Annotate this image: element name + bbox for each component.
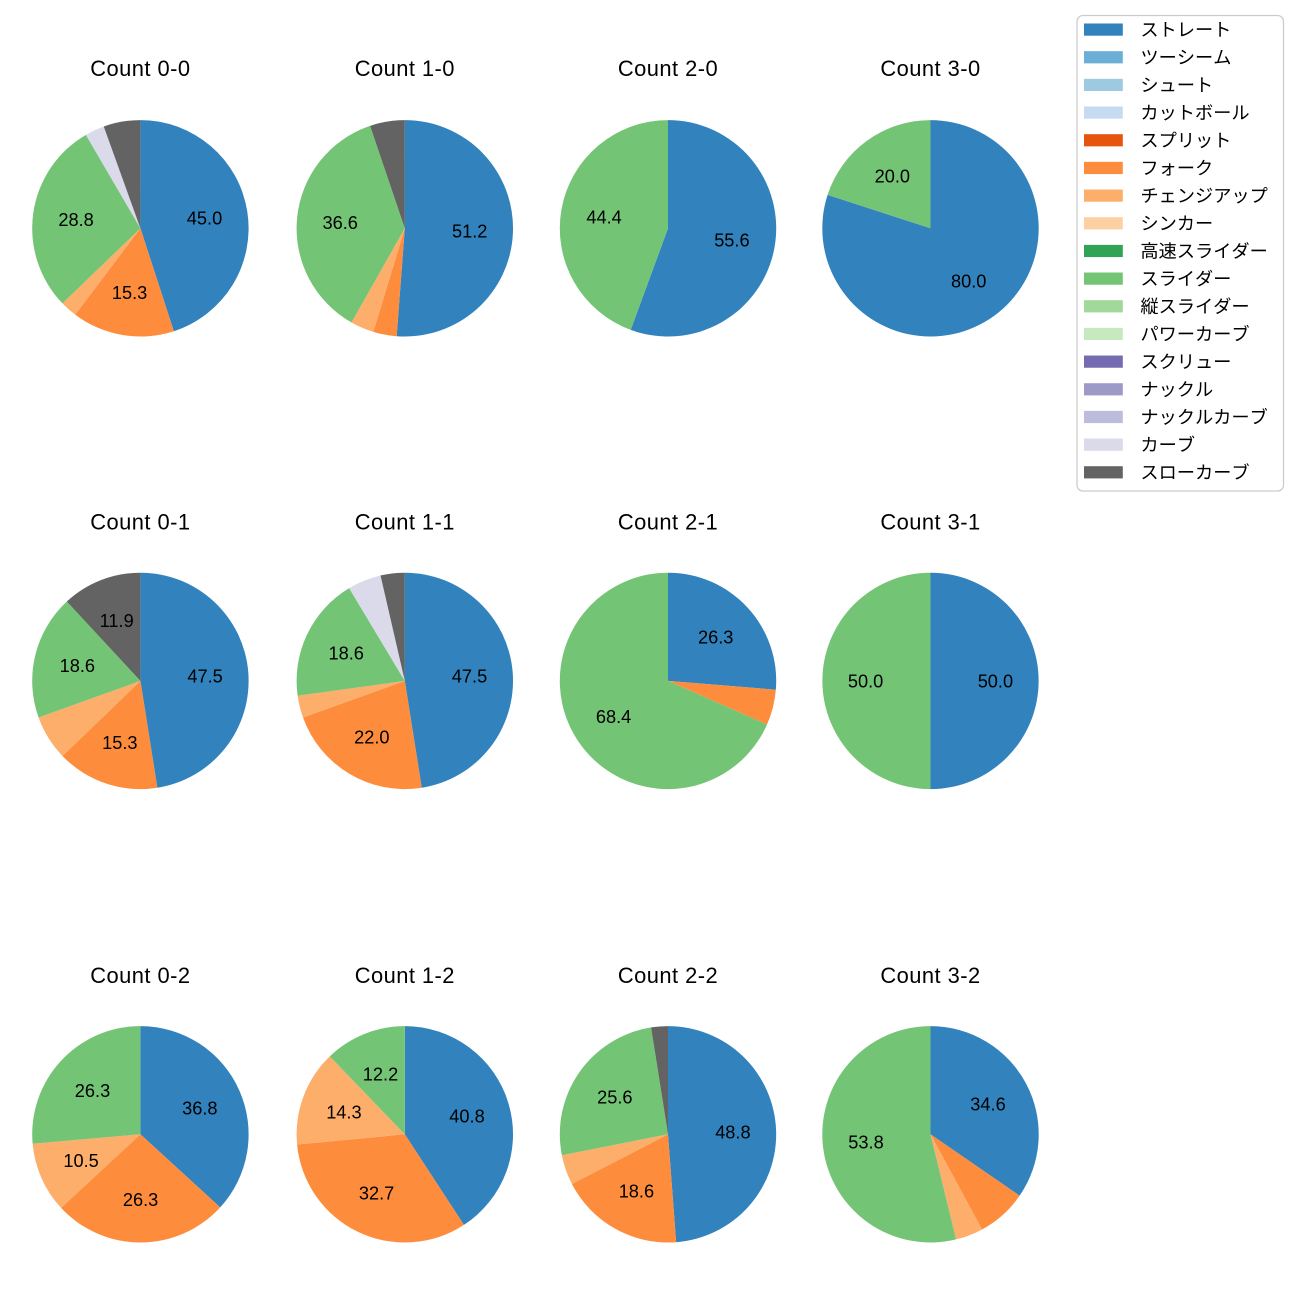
svg-text:47.5: 47.5 [452, 666, 487, 686]
svg-text:51.2: 51.2 [452, 221, 487, 241]
svg-text:22.0: 22.0 [354, 727, 389, 747]
svg-text:80.0: 80.0 [951, 271, 986, 291]
svg-text:Count 3-1: Count 3-1 [880, 510, 980, 535]
svg-text:68.4: 68.4 [596, 707, 631, 727]
svg-text:18.6: 18.6 [328, 644, 363, 664]
svg-text:Count 2-0: Count 2-0 [618, 56, 718, 81]
svg-text:28.8: 28.8 [58, 210, 93, 230]
svg-text:18.6: 18.6 [619, 1182, 654, 1202]
svg-text:Count 2-1: Count 2-1 [618, 510, 718, 535]
svg-text:Count 0-0: Count 0-0 [90, 56, 190, 81]
svg-text:14.3: 14.3 [326, 1102, 361, 1122]
svg-text:26.3: 26.3 [698, 628, 733, 648]
svg-text:25.6: 25.6 [597, 1088, 632, 1108]
svg-text:53.8: 53.8 [848, 1133, 883, 1153]
svg-text:48.8: 48.8 [715, 1123, 750, 1143]
svg-text:50.0: 50.0 [848, 672, 883, 692]
svg-text:44.4: 44.4 [586, 208, 621, 228]
svg-text:55.6: 55.6 [714, 230, 749, 250]
svg-text:50.0: 50.0 [978, 672, 1013, 692]
svg-text:26.3: 26.3 [123, 1190, 158, 1210]
svg-text:26.3: 26.3 [75, 1081, 110, 1101]
svg-text:Count 1-1: Count 1-1 [355, 510, 455, 535]
svg-text:Count 1-0: Count 1-0 [355, 56, 455, 81]
svg-text:47.5: 47.5 [187, 666, 222, 686]
svg-text:20.0: 20.0 [875, 166, 910, 186]
svg-text:Count 0-1: Count 0-1 [90, 510, 190, 535]
svg-text:34.6: 34.6 [970, 1095, 1005, 1115]
svg-text:Count 2-2: Count 2-2 [618, 963, 718, 988]
svg-text:36.8: 36.8 [182, 1099, 217, 1119]
svg-text:11.9: 11.9 [100, 611, 134, 631]
svg-text:40.8: 40.8 [449, 1106, 484, 1126]
svg-text:Count 0-2: Count 0-2 [90, 963, 190, 988]
svg-text:Count 3-2: Count 3-2 [880, 963, 980, 988]
svg-text:18.6: 18.6 [60, 656, 95, 676]
svg-text:36.6: 36.6 [322, 213, 357, 233]
svg-text:Count 3-0: Count 3-0 [880, 56, 980, 81]
svg-text:45.0: 45.0 [187, 209, 222, 229]
svg-text:32.7: 32.7 [359, 1183, 394, 1203]
svg-text:15.3: 15.3 [112, 283, 147, 303]
svg-text:10.5: 10.5 [63, 1151, 98, 1171]
svg-text:15.3: 15.3 [102, 733, 137, 753]
svg-text:12.2: 12.2 [363, 1065, 398, 1085]
svg-text:Count 1-2: Count 1-2 [355, 963, 455, 988]
